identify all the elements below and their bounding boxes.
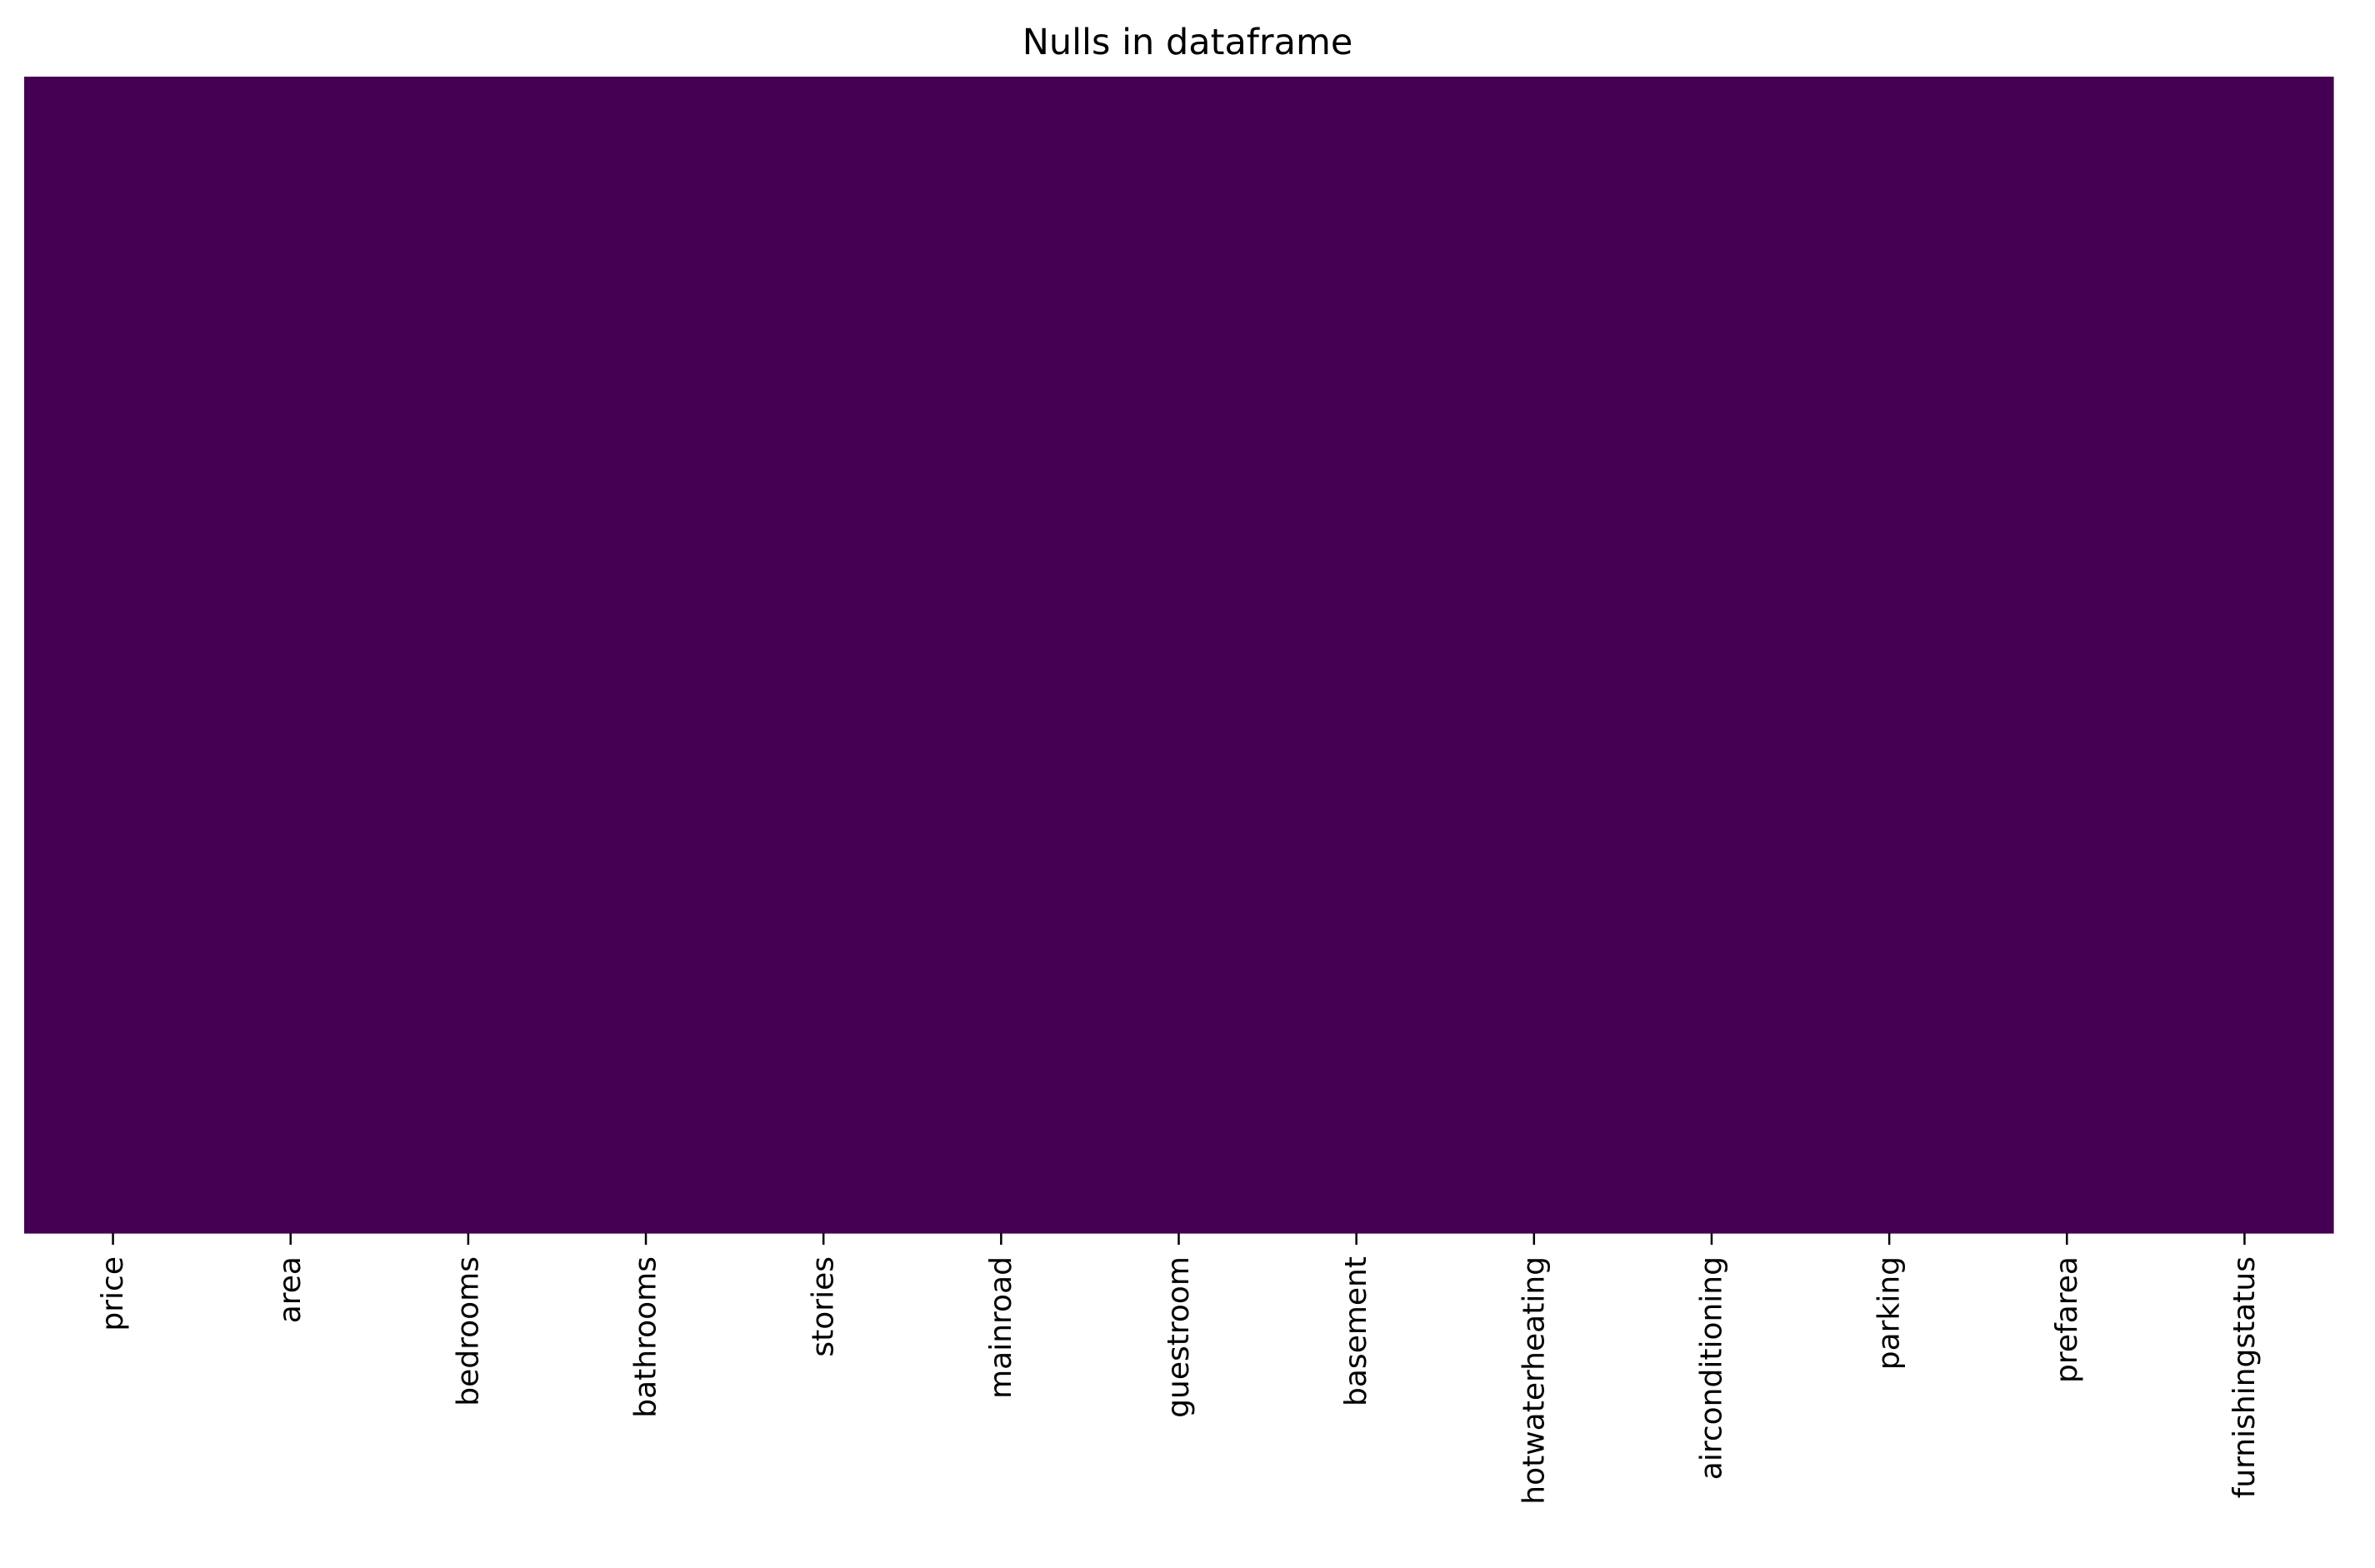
heatmap-cell-guestroom: [1089, 77, 1268, 1234]
heatmap-cell-price: [24, 77, 202, 1234]
heatmap-cells: [24, 77, 2334, 1234]
x-tick-label-area: area: [273, 1256, 308, 1323]
x-tick-label-mainroad: mainroad: [984, 1256, 1018, 1399]
heatmap-cell-parking: [1800, 77, 1979, 1234]
x-tick-label-bathrooms: bathrooms: [629, 1256, 663, 1418]
x-tick-label-price: price: [96, 1256, 130, 1331]
heatmap-cell-hotwaterheating: [1445, 77, 1623, 1234]
x-tick-label-basement: basement: [1339, 1256, 1373, 1406]
heatmap-cell-stories: [734, 77, 913, 1234]
x-tick-label-furnishingstatus: furnishingstatus: [2228, 1256, 2262, 1498]
x-tick-label-stories: stories: [807, 1256, 841, 1357]
x-tick-label-prefarea: prefarea: [2050, 1256, 2084, 1383]
heatmap-cell-bedrooms: [379, 77, 558, 1234]
x-tick-label-parking: parking: [1872, 1256, 1907, 1370]
chart-title: Nulls in dataframe: [1022, 22, 1353, 63]
x-axis-ticks: [112, 1233, 2246, 1245]
heatmap-cell-prefarea: [1978, 77, 2157, 1234]
x-tick-label-hotwaterheating: hotwaterheating: [1517, 1256, 1551, 1505]
x-tick-label-guestroom: guestroom: [1162, 1256, 1196, 1418]
x-tick-label-bedrooms: bedrooms: [451, 1256, 485, 1406]
heatmap-cell-mainroad: [912, 77, 1091, 1234]
heatmap-cell-bathrooms: [557, 77, 736, 1234]
heatmap-cell-furnishingstatus: [2155, 77, 2334, 1234]
heatmap-cell-area: [202, 77, 380, 1234]
x-tick-label-airconditioning: airconditioning: [1694, 1256, 1728, 1480]
x-axis-tick-labels: price area bedrooms bathrooms stories mainroa…: [96, 1256, 2262, 1505]
heatmap-cell-airconditioning: [1622, 77, 1802, 1234]
heatmap-cell-basement: [1268, 77, 1446, 1234]
